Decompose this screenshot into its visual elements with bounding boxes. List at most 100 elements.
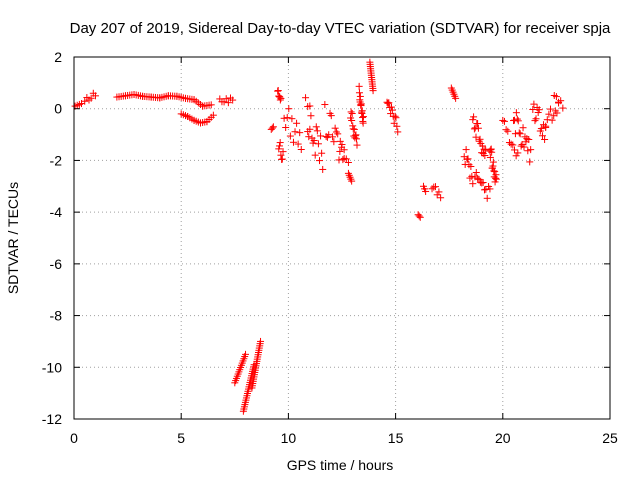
data-point — [353, 141, 361, 149]
data-point — [510, 146, 518, 154]
data-point — [507, 140, 515, 148]
data-point — [312, 123, 320, 131]
data-point — [336, 147, 344, 155]
data-point — [297, 146, 305, 154]
data-point — [352, 135, 360, 143]
x-tick-label: 20 — [495, 430, 511, 446]
data-point — [437, 194, 445, 202]
data-point — [229, 96, 237, 104]
data-point — [280, 114, 288, 122]
data-point — [532, 115, 540, 123]
data-point — [433, 191, 441, 199]
data-point — [509, 141, 517, 149]
data-point — [483, 194, 491, 202]
data-point — [512, 152, 520, 160]
data-point — [207, 101, 215, 109]
data-point — [355, 89, 363, 97]
data-point — [369, 87, 377, 95]
data-point — [531, 117, 539, 125]
x-tick-labels: 0 5 10 15 20 25 — [70, 430, 618, 446]
axis-ticks — [73, 56, 611, 420]
data-point — [347, 108, 355, 116]
data-point — [520, 143, 528, 151]
data-point — [416, 213, 424, 221]
data-point — [384, 99, 392, 107]
data-point — [275, 145, 283, 153]
data-point — [275, 93, 283, 101]
data-point — [331, 124, 339, 132]
data-point — [359, 113, 367, 121]
data-point — [524, 147, 532, 155]
data-point — [465, 161, 473, 169]
data-point — [314, 140, 322, 148]
data-point — [315, 157, 323, 165]
data-point — [257, 337, 265, 345]
data-point — [476, 135, 484, 143]
data-point — [525, 135, 533, 143]
y-tick-label: 2 — [54, 49, 62, 65]
data-point — [277, 151, 285, 159]
data-point — [358, 107, 366, 115]
data-point — [559, 104, 567, 112]
data-point — [321, 101, 329, 109]
data-point — [310, 136, 318, 144]
data-point — [489, 158, 497, 166]
data-point — [422, 187, 430, 195]
data-point — [512, 109, 520, 117]
data-point — [553, 109, 561, 117]
data-point — [318, 149, 326, 157]
data-point — [288, 115, 296, 123]
y-tick-label: -6 — [50, 256, 63, 272]
data-point — [349, 122, 357, 130]
data-point — [452, 94, 460, 102]
data-point — [276, 139, 284, 147]
y-axis-label: SDTVAR / TECUs — [5, 182, 21, 294]
data-point — [355, 82, 363, 90]
data-point — [274, 87, 282, 95]
data-point — [545, 110, 553, 118]
data-point — [336, 137, 344, 145]
data-point — [474, 120, 482, 128]
data-point — [306, 102, 314, 110]
data-point — [470, 113, 478, 121]
data-point — [224, 99, 232, 107]
data-point — [391, 112, 399, 120]
data-point — [472, 133, 480, 141]
data-point — [519, 124, 527, 132]
data-point — [385, 99, 393, 107]
data-point — [349, 125, 357, 133]
data-point — [491, 168, 499, 176]
data-point — [275, 142, 283, 150]
data-point — [486, 153, 494, 161]
data-point — [334, 130, 342, 138]
data-point — [394, 128, 402, 136]
data-point — [504, 127, 512, 135]
y-tick-labels: 2 0 -2 -4 -6 -8 -10 -12 — [42, 49, 62, 427]
data-point — [291, 128, 299, 136]
data-point — [269, 123, 277, 131]
data-point — [492, 175, 500, 183]
data-point — [306, 125, 314, 133]
data-point — [472, 168, 480, 176]
data-point — [516, 130, 524, 138]
grid — [74, 57, 610, 419]
x-axis-label: GPS time / hours — [287, 457, 394, 473]
data-point — [529, 105, 537, 113]
data-point — [277, 94, 285, 102]
x-tick-label: 0 — [70, 430, 78, 446]
data-point — [329, 133, 337, 141]
data-point — [350, 125, 358, 133]
data-point — [526, 158, 534, 166]
y-tick-label: -4 — [50, 204, 63, 220]
data-point — [342, 155, 350, 163]
data-point — [523, 135, 531, 143]
data-point — [388, 106, 396, 114]
data-point — [475, 175, 483, 183]
data-point — [474, 174, 482, 182]
data-series-sdtvar — [71, 58, 567, 415]
data-point — [348, 177, 356, 185]
data-point — [305, 133, 313, 141]
data-point — [357, 100, 365, 108]
x-tick-label: 10 — [281, 430, 297, 446]
data-point — [276, 96, 284, 104]
